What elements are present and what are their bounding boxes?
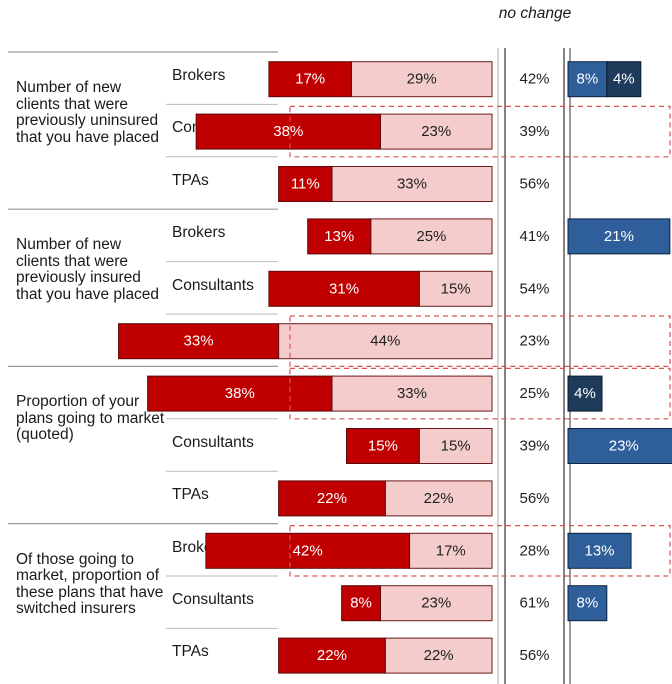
bar-decrease-slight bbox=[331, 375, 493, 412]
label-decrease-slight: 44% bbox=[370, 333, 400, 350]
bar-decrease-slight bbox=[384, 480, 493, 517]
label-decrease-slight: 17% bbox=[436, 542, 466, 559]
bar-decrease-strong bbox=[205, 532, 411, 569]
bar-decrease-strong bbox=[346, 428, 420, 464]
label-decrease-strong: 15% bbox=[368, 438, 398, 455]
question-label: Number of new clients that were previous… bbox=[16, 236, 160, 303]
question-label: Of those going to market, proportion of … bbox=[16, 550, 164, 618]
label-decrease-slight: 22% bbox=[424, 490, 454, 507]
label-no-change: 54% bbox=[519, 280, 549, 297]
bar-decrease-slight bbox=[418, 428, 493, 464]
label-decrease-strong: 11% bbox=[291, 176, 320, 193]
label-no-change: 23% bbox=[519, 333, 549, 350]
audience-label: Brokers bbox=[172, 67, 226, 84]
label-decrease-slight: 23% bbox=[421, 123, 451, 140]
audience-label: Consultants bbox=[172, 591, 254, 608]
label-decrease-slight: 29% bbox=[407, 71, 437, 88]
bar-decrease-strong bbox=[278, 166, 333, 202]
label-decrease-strong: 22% bbox=[317, 647, 347, 664]
label-no-change: 61% bbox=[519, 595, 549, 612]
highlight-box bbox=[289, 524, 671, 577]
bar-decrease-slight bbox=[379, 585, 493, 622]
label-decrease-slight: 25% bbox=[416, 228, 446, 245]
label-no-change: 28% bbox=[519, 542, 549, 559]
bar-decrease-slight bbox=[418, 270, 493, 307]
label-decrease-strong: 38% bbox=[273, 123, 303, 140]
bar-decrease-strong bbox=[147, 375, 333, 412]
highlight-box bbox=[289, 315, 671, 368]
label-increase-slight: 8% bbox=[577, 595, 599, 612]
bar-decrease-strong bbox=[268, 270, 420, 307]
label-increase-slight: 13% bbox=[585, 542, 615, 559]
bar-decrease-strong bbox=[268, 61, 352, 98]
bar-increase-slight bbox=[567, 585, 608, 622]
label-no-change: 42% bbox=[519, 71, 549, 88]
label-decrease-slight: 15% bbox=[441, 438, 471, 455]
label-increase-slight: 23% bbox=[609, 438, 639, 455]
label-decrease-strong: 31% bbox=[329, 280, 359, 297]
label-no-change: 25% bbox=[519, 385, 549, 402]
label-decrease-strong: 8% bbox=[350, 595, 372, 612]
label-decrease-strong: 13% bbox=[324, 228, 354, 245]
bar-increase-strong bbox=[567, 375, 603, 412]
bar-decrease-slight bbox=[384, 637, 493, 674]
label-no-change: 56% bbox=[519, 176, 549, 193]
label-decrease-slight: 22% bbox=[424, 647, 454, 664]
audience-label: Brokers bbox=[172, 224, 226, 242]
bar-decrease-strong bbox=[278, 480, 386, 517]
label-decrease-strong: 17% bbox=[295, 71, 325, 88]
label-decrease-slight: 33% bbox=[397, 176, 427, 193]
highlight-box bbox=[289, 105, 671, 158]
label-decrease-strong: 22% bbox=[317, 490, 347, 507]
bar-decrease-slight bbox=[379, 113, 493, 150]
highlight-box bbox=[289, 367, 671, 420]
label-decrease-slight: 15% bbox=[441, 280, 471, 297]
label-increase-strong: 4% bbox=[574, 385, 596, 402]
question-label: Number of new clients that were previous… bbox=[16, 79, 160, 146]
label-decrease-slight: 23% bbox=[421, 595, 451, 612]
no-change-header: no change bbox=[498, 5, 572, 22]
label-decrease-strong: 33% bbox=[184, 333, 214, 350]
bar-increase-strong bbox=[606, 61, 642, 98]
bar-decrease-strong bbox=[278, 637, 386, 674]
audience-label: TPAs bbox=[172, 486, 209, 504]
question-label: Proportion of your plans going to market… bbox=[16, 393, 165, 444]
label-decrease-strong: 42% bbox=[293, 542, 323, 559]
bar-increase-slight bbox=[567, 218, 671, 255]
bar-increase-slight bbox=[567, 428, 672, 464]
label-decrease-slight: 33% bbox=[397, 385, 427, 402]
label-increase-slight: 21% bbox=[604, 228, 634, 245]
label-increase-strong: 4% bbox=[613, 71, 635, 88]
bar-increase-slight bbox=[567, 61, 608, 98]
label-increase-slight: 8% bbox=[577, 71, 599, 88]
label-decrease-strong: 38% bbox=[225, 385, 255, 402]
audience-label: TPAs bbox=[172, 171, 209, 189]
label-no-change: 41% bbox=[519, 228, 549, 245]
bar-decrease-strong bbox=[118, 323, 280, 360]
bar-decrease-strong bbox=[195, 113, 381, 150]
bar-decrease-strong bbox=[341, 585, 381, 622]
audience-label: Consultants bbox=[172, 433, 254, 451]
label-no-change: 39% bbox=[519, 438, 549, 455]
bar-increase-slight bbox=[567, 532, 632, 569]
bar-decrease-slight bbox=[278, 323, 493, 360]
label-no-change: 56% bbox=[519, 647, 549, 664]
bar-decrease-slight bbox=[370, 218, 493, 255]
bar-decrease-slight bbox=[350, 61, 493, 98]
audience-label: TPAs bbox=[172, 643, 209, 661]
audience-label: Consultants bbox=[172, 276, 254, 294]
label-no-change: 56% bbox=[519, 490, 549, 507]
bar-decrease-strong bbox=[307, 218, 372, 255]
label-no-change: 39% bbox=[519, 123, 549, 140]
